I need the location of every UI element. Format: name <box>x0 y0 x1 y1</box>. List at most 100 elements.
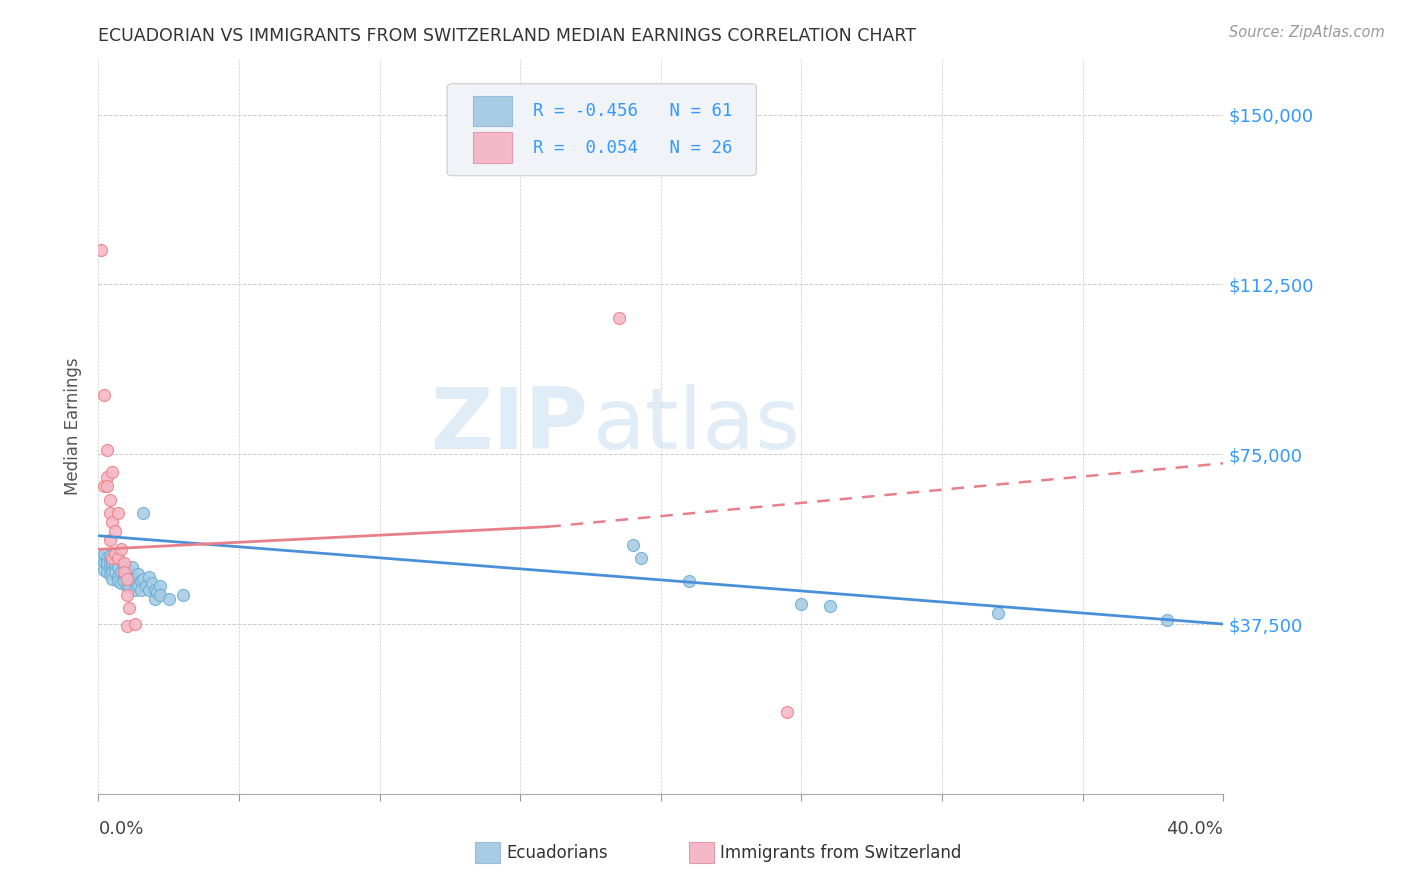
Point <box>104 556 127 570</box>
Point <box>149 578 172 592</box>
Text: R =  0.054   N = 26: R = 0.054 N = 26 <box>533 139 733 157</box>
Point <box>107 551 129 566</box>
Point <box>987 606 1010 620</box>
Point <box>104 547 127 561</box>
Point <box>776 706 799 720</box>
Point <box>607 311 630 326</box>
Text: Ecuadorians: Ecuadorians <box>506 844 609 862</box>
Point <box>678 574 700 588</box>
Point <box>127 578 149 592</box>
Point <box>90 244 112 258</box>
Point <box>93 388 115 402</box>
Point <box>149 588 172 602</box>
Point <box>124 617 146 632</box>
FancyBboxPatch shape <box>689 842 714 863</box>
Point <box>121 560 143 574</box>
Point <box>115 572 138 586</box>
Point <box>107 569 129 583</box>
Point <box>98 554 121 568</box>
Point <box>818 599 841 613</box>
Point <box>129 574 152 588</box>
Point <box>118 578 141 592</box>
Point <box>141 576 163 591</box>
Point <box>98 567 121 582</box>
Point <box>1156 613 1178 627</box>
Point <box>124 583 146 598</box>
Text: R = -0.456   N = 61: R = -0.456 N = 61 <box>533 102 733 120</box>
Point <box>115 619 138 633</box>
Point <box>107 560 129 574</box>
Point <box>98 560 121 574</box>
Point <box>104 565 127 579</box>
Point <box>115 569 138 583</box>
Point <box>143 592 166 607</box>
Point <box>96 556 118 570</box>
Point <box>101 466 124 480</box>
FancyBboxPatch shape <box>472 132 512 163</box>
Text: 0.0%: 0.0% <box>98 821 143 838</box>
Point <box>101 565 124 579</box>
Point <box>146 585 169 599</box>
Point <box>157 592 180 607</box>
Point <box>98 492 121 507</box>
Point <box>98 506 121 520</box>
Point <box>101 572 124 586</box>
Point <box>104 558 127 573</box>
Point <box>112 565 135 579</box>
Point <box>115 588 138 602</box>
Point <box>96 551 118 566</box>
Point <box>104 524 127 539</box>
Point <box>621 538 644 552</box>
Point <box>172 588 194 602</box>
Point <box>118 601 141 615</box>
Y-axis label: Median Earnings: Median Earnings <box>65 357 83 495</box>
Text: atlas: atlas <box>593 384 801 467</box>
Point <box>790 597 813 611</box>
Point <box>107 574 129 588</box>
Point <box>112 560 135 574</box>
Point <box>98 549 121 563</box>
Point <box>101 560 124 574</box>
Point <box>101 515 124 529</box>
Point <box>96 565 118 579</box>
Point <box>112 556 135 570</box>
Point <box>110 542 132 557</box>
Point <box>93 563 115 577</box>
Point <box>115 578 138 592</box>
Point <box>101 556 124 570</box>
FancyBboxPatch shape <box>472 95 512 127</box>
Point <box>101 551 124 566</box>
Text: ZIP: ZIP <box>430 384 588 467</box>
Point <box>138 583 160 598</box>
Point <box>132 506 155 520</box>
Point <box>96 558 118 573</box>
Point <box>115 563 138 577</box>
Point <box>118 572 141 586</box>
Point <box>112 567 135 582</box>
Text: Immigrants from Switzerland: Immigrants from Switzerland <box>720 844 962 862</box>
FancyBboxPatch shape <box>447 84 756 176</box>
Text: ECUADORIAN VS IMMIGRANTS FROM SWITZERLAND MEDIAN EARNINGS CORRELATION CHART: ECUADORIAN VS IMMIGRANTS FROM SWITZERLAN… <box>98 28 917 45</box>
Point <box>132 572 155 586</box>
Point <box>93 479 115 493</box>
Point <box>129 583 152 598</box>
Point <box>107 551 129 566</box>
Point <box>630 551 652 566</box>
Point <box>135 578 157 592</box>
Point <box>121 569 143 583</box>
Point <box>96 442 118 457</box>
Point <box>107 506 129 520</box>
Text: Source: ZipAtlas.com: Source: ZipAtlas.com <box>1229 25 1385 40</box>
Point <box>138 569 160 583</box>
Point <box>98 533 121 548</box>
Point <box>143 583 166 598</box>
Point <box>93 547 115 561</box>
Point <box>93 556 115 570</box>
FancyBboxPatch shape <box>475 842 501 863</box>
Point <box>124 574 146 588</box>
Point <box>110 565 132 579</box>
Point <box>90 551 112 566</box>
Point <box>127 567 149 582</box>
Point <box>112 574 135 588</box>
Point <box>110 576 132 591</box>
